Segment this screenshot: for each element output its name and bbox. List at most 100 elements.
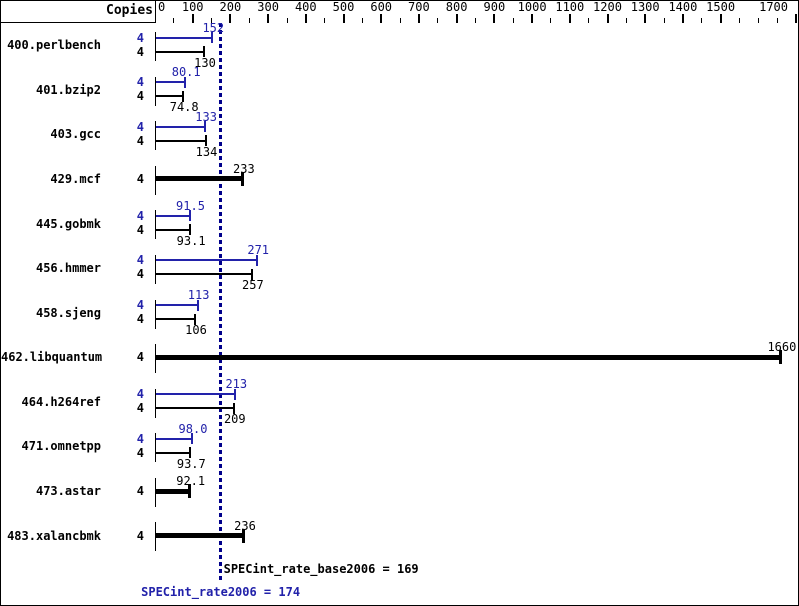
copies-value: 4	[136, 350, 144, 365]
benchmark-label: 462.libquantum	[1, 350, 103, 365]
benchmark-row: 473.astar 4 92.1	[1, 469, 798, 514]
bar-end-cap	[204, 121, 207, 133]
bar-end-cap	[182, 90, 185, 102]
row-baseline-tick	[155, 299, 156, 329]
axis-tick-major	[229, 14, 232, 23]
benchmark-row: 462.libquantum 4 1660	[1, 335, 798, 380]
bar-end-cap	[240, 171, 244, 186]
bar-end-cap	[191, 433, 193, 445]
base-value-label: 106	[185, 323, 207, 337]
base-bar	[156, 50, 205, 53]
axis-tick-major	[568, 14, 571, 23]
summary-peak-result: SPECint_rate2006 = 174	[141, 585, 301, 599]
axis-tick-minor	[437, 18, 439, 23]
axis-tick-minor	[286, 18, 288, 23]
axis-tick-label: 400	[294, 0, 317, 14]
axis-tick-label: 1200	[593, 0, 622, 14]
peak-value-label: 271	[247, 243, 270, 258]
axis-tick-minor	[211, 18, 213, 23]
axis-tick-minor	[625, 18, 627, 23]
copies-value: 4	[136, 171, 144, 186]
axis-tick-label: 1400	[668, 0, 698, 14]
axis-tick-major	[606, 14, 609, 23]
peak-bar	[156, 125, 207, 128]
axis-tick-minor	[738, 18, 740, 23]
row-baseline-tick	[155, 433, 156, 463]
bar-end-cap	[189, 447, 192, 459]
peak-value-label: 213	[225, 377, 248, 392]
row-baseline-tick	[155, 210, 156, 240]
axis-tick-major	[380, 14, 383, 23]
benchmark-label: 473.astar	[35, 484, 101, 499]
axis-tick-major	[417, 14, 420, 23]
axis-tick-label: 600	[370, 0, 393, 14]
base-bar	[156, 318, 196, 320]
copies-value: 4	[136, 312, 144, 326]
base-value-label: 93.1	[176, 233, 206, 248]
axis-tick-label: 700	[408, 0, 430, 14]
base-value-label: 233	[233, 161, 255, 176]
base-bar	[156, 95, 185, 98]
base-value-label: 74.8	[169, 100, 199, 115]
axis-tick-major	[493, 14, 496, 23]
axis-tick-minor	[399, 18, 401, 23]
benchmark-row: 483.xalancbmk 4 236	[1, 513, 798, 558]
bar-end-cap	[232, 402, 235, 414]
bar-end-cap	[203, 46, 205, 57]
benchmark-row: 403.gcc 4 4 133 134	[1, 110, 798, 159]
axis-tick-minor	[248, 18, 250, 23]
axis-tick-major	[681, 14, 684, 23]
axis-tick-minor	[757, 18, 759, 23]
axis-tick-minor	[776, 18, 778, 23]
header-rule	[1, 22, 155, 23]
base-value-label: 257	[242, 278, 264, 293]
benchmark-label: 400.perlbench	[7, 38, 101, 53]
benchmark-label: 401.bzip2	[35, 82, 101, 97]
axis-origin-line	[155, 1, 156, 23]
copies-value: 4	[136, 119, 144, 134]
axis-tick-label: 100	[181, 0, 204, 14]
peak-value-label: 98.0	[178, 421, 208, 436]
axis-tick-minor	[361, 18, 363, 23]
benchmark-label: 483.xalancbmk	[7, 528, 101, 543]
copies-value: 4	[136, 253, 144, 268]
axis-tick-label: 1300	[630, 0, 660, 14]
axis-tick-major	[455, 14, 458, 23]
axis-tick-minor	[324, 18, 326, 23]
base-bar	[156, 407, 235, 410]
row-baseline-tick	[155, 522, 156, 552]
copies-value: 4	[136, 44, 144, 59]
benchmark-row: 471.omnetpp 4 4 98.0 93.7	[1, 421, 798, 471]
benchmark-row: 401.bzip2 4 4 80.1 74.8	[1, 65, 798, 115]
bar-end-cap	[250, 268, 253, 280]
row-baseline-tick	[155, 121, 156, 151]
row-baseline-tick	[155, 76, 156, 106]
peak-bar	[156, 214, 191, 217]
copies-value: 4	[136, 222, 144, 237]
copies-value: 4	[136, 133, 144, 148]
axis-tick-major	[531, 14, 534, 23]
peak-bar	[156, 304, 199, 306]
axis-tick-label: 200	[219, 0, 242, 14]
bar-end-cap	[188, 210, 191, 222]
axis-tick-major	[304, 14, 307, 23]
benchmark-label: 456.hmmer	[35, 261, 101, 276]
bar-end-cap	[184, 76, 187, 88]
axis-tick-minor	[701, 18, 703, 23]
peak-bar	[156, 36, 214, 39]
summary-base-result: SPECint_rate_base2006 = 169	[223, 562, 419, 576]
benchmark-row: 464.h264ref 4 4 213 209	[1, 377, 798, 426]
base-bar	[156, 488, 191, 494]
axis-tick-major	[644, 14, 647, 23]
benchmark-label: 458.sjeng	[35, 305, 101, 320]
bar-end-cap	[778, 350, 782, 365]
bar-end-cap	[204, 135, 207, 147]
benchmark-row: 456.hmmer 4 4 271 257	[1, 243, 798, 293]
base-value-label: 1660	[767, 340, 797, 355]
copies-value: 4	[136, 484, 144, 499]
peak-bar	[156, 81, 187, 84]
axis-tick-minor	[663, 18, 665, 23]
axis-tick-minor	[475, 18, 476, 23]
axis-tick-minor	[588, 18, 590, 23]
